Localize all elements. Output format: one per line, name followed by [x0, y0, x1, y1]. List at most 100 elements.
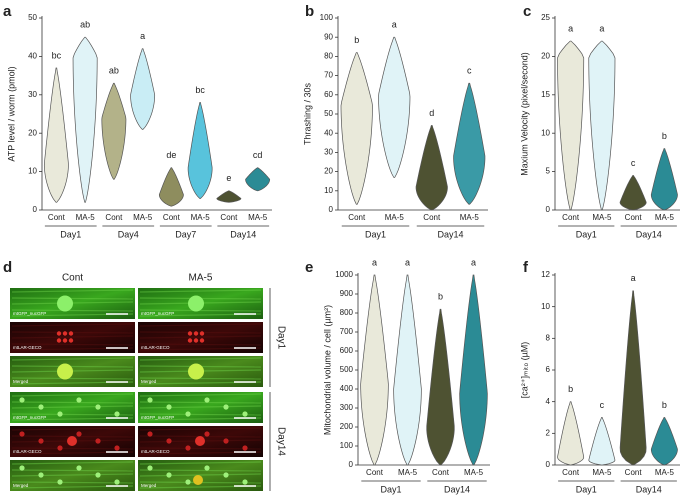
violin	[426, 308, 455, 466]
significance-letter: e	[226, 173, 231, 183]
y-tick-label: 300	[340, 403, 354, 412]
nucleus	[188, 295, 204, 312]
x-tick-label: MA-5	[592, 468, 612, 477]
y-tick-label: 10	[324, 186, 333, 195]
channel-label: Merged	[13, 483, 29, 488]
significance-letter: c	[467, 66, 472, 76]
mito-spot	[68, 338, 74, 343]
y-tick-label: 10	[28, 167, 37, 176]
fiber-streak	[139, 401, 262, 404]
nucleus	[38, 472, 44, 478]
nucleus	[57, 363, 73, 380]
group-label: Day1	[60, 229, 81, 239]
nucleus	[114, 411, 120, 417]
panel-label: b	[305, 3, 314, 20]
y-tick-label: 200	[340, 422, 354, 431]
y-tick-label: 60	[324, 90, 333, 99]
fiber-streak	[11, 469, 134, 472]
nucleus	[19, 465, 25, 471]
x-tick-label: MA-5	[248, 213, 268, 222]
y-tick-label: 12	[541, 270, 550, 279]
x-tick-label: Cont	[220, 213, 238, 222]
significance-letter: ab	[80, 20, 90, 30]
x-tick-label: Cont	[163, 213, 181, 222]
y-tick-label: 25	[541, 13, 550, 22]
channel-label: Merged	[141, 483, 157, 488]
mito-spot	[193, 475, 203, 485]
y-tick-label: 600	[340, 346, 354, 355]
column-label: MA-5	[189, 273, 213, 284]
fiber-streak	[11, 405, 134, 409]
y-axis-label: ATP level / worm (pmol)	[6, 66, 16, 161]
nucleus	[38, 438, 44, 444]
channel-label: mtGFP_nucGFP	[141, 311, 174, 316]
nucleus	[166, 472, 172, 478]
significance-letter: a	[631, 273, 636, 283]
fiber-streak	[11, 377, 134, 380]
nucleus	[223, 438, 229, 444]
significance-letter: a	[405, 257, 410, 267]
y-tick-label: 0	[33, 205, 38, 214]
nucleus	[204, 397, 210, 403]
channel-label: mtLAR-GECO	[141, 345, 170, 350]
group-label: Day1	[576, 484, 597, 494]
nucleus	[188, 363, 204, 380]
x-tick-label: Cont	[562, 468, 580, 477]
x-tick-label: MA-5	[76, 213, 96, 222]
group-label: Day4	[118, 229, 139, 239]
panel-label: d	[3, 259, 12, 276]
mito-spot	[187, 331, 193, 336]
x-tick-label: MA-5	[464, 468, 484, 477]
panel-label: e	[305, 259, 313, 276]
violin	[130, 48, 156, 130]
x-tick-label: Cont	[48, 213, 66, 222]
channel-label: Merged	[13, 379, 29, 384]
channel-label: mtLAR-GECO	[13, 449, 42, 454]
y-tick-label: 0	[546, 205, 551, 214]
fiber-streak	[11, 447, 134, 450]
nucleus	[19, 431, 25, 437]
fiber-streak	[11, 357, 134, 361]
nucleus	[95, 404, 101, 410]
fiber-streak	[11, 393, 134, 397]
violin	[101, 82, 127, 180]
group-label: Day14	[444, 484, 470, 494]
fiber-streak	[139, 461, 262, 465]
x-tick-label: MA-5	[385, 213, 405, 222]
violin	[650, 148, 678, 211]
mito-spot	[195, 436, 205, 446]
violin	[619, 290, 647, 466]
nucleus	[57, 295, 73, 312]
violin	[360, 274, 389, 466]
group-label: Day1	[365, 229, 386, 239]
mito-spot	[199, 331, 205, 336]
y-axis-label: [ca²⁺]ₘᵢₜₒ (µM)	[519, 342, 529, 399]
violin	[588, 40, 616, 211]
mito-spot	[67, 436, 77, 446]
nucleus	[223, 404, 229, 410]
significance-letter: b	[354, 35, 359, 45]
mito-spot	[193, 331, 199, 336]
significance-letter: ab	[109, 66, 119, 76]
fiber-streak	[139, 427, 262, 431]
y-tick-label: 2	[546, 428, 551, 437]
x-tick-label: MA-5	[592, 213, 612, 222]
fiber-streak	[139, 323, 262, 327]
fiber-streak	[11, 365, 134, 368]
fiber-streak	[139, 377, 262, 380]
y-tick-label: 70	[324, 71, 333, 80]
x-tick-label: MA-5	[460, 213, 480, 222]
fiber-streak	[11, 309, 134, 312]
y-tick-label: 20	[541, 52, 550, 61]
significance-letter: de	[166, 150, 176, 160]
group-label: Day14	[437, 229, 463, 239]
violin	[557, 40, 585, 211]
violin	[459, 274, 488, 466]
y-tick-label: 40	[324, 128, 333, 137]
nucleus	[204, 431, 210, 437]
mito-spot	[199, 338, 205, 343]
panel-label: f	[523, 259, 529, 276]
y-tick-label: 700	[340, 327, 354, 336]
nucleus	[223, 472, 229, 478]
